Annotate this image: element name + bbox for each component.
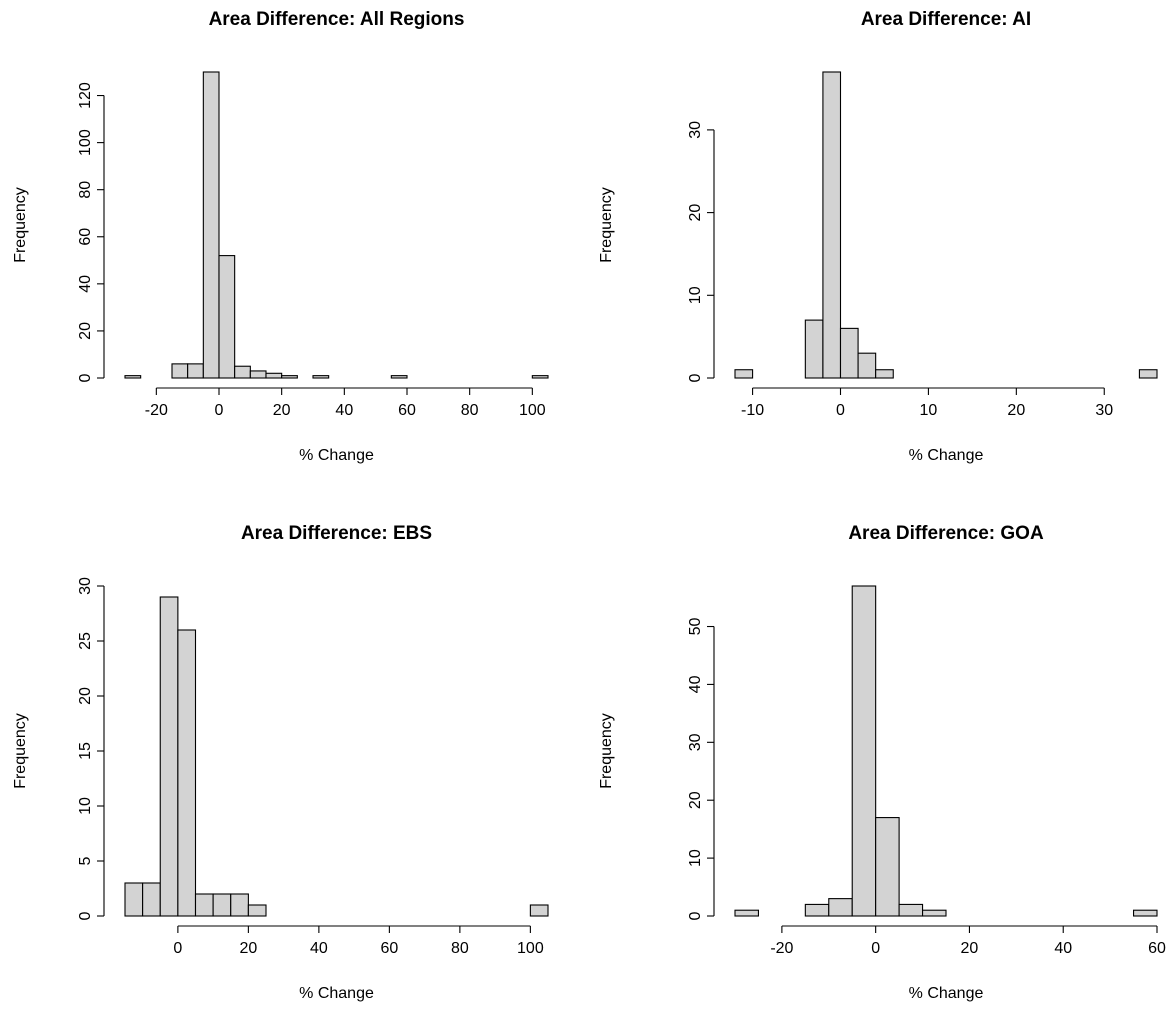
histogram-bar [234, 365, 251, 379]
x-tick-label: 60 [1148, 940, 1166, 957]
x-axis-label: % Change [299, 447, 374, 464]
histogram-bar [177, 629, 197, 917]
x-tick-label: 80 [451, 940, 469, 957]
histogram-bar [281, 375, 298, 379]
y-tick-label: 10 [77, 797, 94, 815]
y-tick-label: 5 [77, 856, 94, 865]
x-tick-label: 100 [517, 940, 544, 957]
histogram-bar [734, 909, 759, 917]
x-tick-label: 0 [173, 940, 182, 957]
histogram-bar [312, 375, 330, 379]
chart-title: Area Difference: All Regions [209, 9, 465, 30]
x-tick-label: -20 [145, 402, 168, 419]
y-axis-label: Frequency [12, 187, 29, 263]
histogram-bar [875, 369, 894, 379]
y-tick-label: 40 [687, 675, 704, 693]
y-tick-label: 20 [77, 687, 94, 705]
y-tick-label: 120 [77, 82, 94, 109]
histogram-bar [822, 71, 842, 379]
y-tick-label: 10 [687, 849, 704, 867]
histogram-bar [249, 370, 267, 379]
histogram-bar [265, 372, 283, 379]
histogram-bar [247, 904, 267, 917]
histogram-ebs: Area Difference: EBS 0 20 40 60 80 100 0 5 10 15 20… [12, 523, 549, 1002]
x-axis-label: % Change [909, 447, 984, 464]
histogram-bar [804, 903, 830, 917]
histogram-bar [529, 904, 549, 917]
histogram-bar [1133, 909, 1158, 917]
y-tick-label: 80 [77, 181, 94, 199]
x-tick-label: 30 [1095, 402, 1113, 419]
histogram-bar [230, 893, 249, 917]
y-tick-label: 15 [77, 742, 94, 760]
x-tick-label: 40 [335, 402, 353, 419]
y-tick-label: 20 [687, 791, 704, 809]
histogram-bar [194, 893, 214, 917]
histogram-bar [898, 903, 924, 917]
histogram-bar [124, 882, 144, 917]
histogram-bar [839, 327, 859, 379]
y-axis-label: Frequency [12, 713, 29, 789]
histogram-bar [734, 369, 754, 379]
histogram-bar [218, 255, 236, 379]
x-tick-label: -10 [741, 402, 764, 419]
histogram-goa: Area Difference: GOA -20 0 20 40 60 0 10 20 30 40 5… [598, 523, 1166, 1002]
x-tick-label: 60 [380, 940, 398, 957]
y-tick-label: 0 [77, 373, 94, 382]
histogram-bar [142, 882, 161, 917]
x-tick-label: 0 [215, 402, 224, 419]
y-axis-label: Frequency [598, 187, 615, 263]
histogram-bar [875, 817, 900, 917]
y-tick-label: 0 [687, 373, 704, 382]
x-tick-label: 20 [1007, 402, 1025, 419]
x-tick-label: 100 [519, 402, 546, 419]
y-tick-label: 30 [77, 577, 94, 595]
histogram-bar [124, 375, 142, 379]
histogram-bar [828, 898, 853, 917]
histogram-bar [857, 352, 877, 379]
histogram-bar [212, 893, 232, 917]
histogram-bar [159, 596, 179, 917]
y-tick-label: 60 [77, 228, 94, 246]
y-tick-label: 10 [687, 286, 704, 304]
y-tick-label: 20 [687, 204, 704, 222]
x-tick-label: 20 [273, 402, 291, 419]
chart-title: Area Difference: GOA [848, 523, 1044, 544]
x-tick-label: -20 [770, 940, 793, 957]
y-tick-label: 20 [77, 322, 94, 340]
histogram-bar [922, 909, 947, 917]
y-tick-label: 0 [687, 911, 704, 920]
x-axis-label: % Change [909, 985, 984, 1002]
histogram-bar [171, 363, 189, 379]
x-tick-label: 40 [1054, 940, 1072, 957]
x-tick-label: 0 [871, 940, 880, 957]
x-tick-label: 40 [310, 940, 328, 957]
y-tick-label: 30 [687, 121, 704, 139]
x-axis-label: % Change [299, 985, 374, 1002]
histogram-bar [804, 319, 824, 379]
histogram-bar [187, 363, 204, 379]
chart-title: Area Difference: AI [861, 9, 1031, 30]
histogram-bar [390, 375, 408, 379]
y-tick-label: 30 [687, 733, 704, 751]
chart-title: Area Difference: EBS [241, 523, 432, 544]
x-tick-label: 20 [239, 940, 257, 957]
y-tick-label: 100 [77, 129, 94, 156]
y-tick-label: 40 [77, 275, 94, 293]
y-tick-label: 50 [687, 618, 704, 636]
x-tick-label: 10 [920, 402, 938, 419]
y-axis-label: Frequency [598, 713, 615, 789]
histogram-bar [1138, 369, 1158, 379]
histogram-all-regions: Area Difference: All Regions -20 0 20 40 60 80… [12, 9, 549, 464]
y-tick-label: 0 [77, 911, 94, 920]
x-tick-label: 20 [961, 940, 979, 957]
histogram-ai: Area Difference: AI -10 0 10 20 30 0 10 20 30 % Ch… [598, 9, 1158, 464]
histogram-bar [202, 71, 220, 379]
x-tick-label: 0 [836, 402, 845, 419]
histogram-bar [851, 585, 877, 917]
x-tick-label: 80 [461, 402, 479, 419]
x-tick-label: 60 [398, 402, 416, 419]
histogram-bar [531, 375, 549, 379]
y-tick-label: 25 [77, 632, 94, 650]
